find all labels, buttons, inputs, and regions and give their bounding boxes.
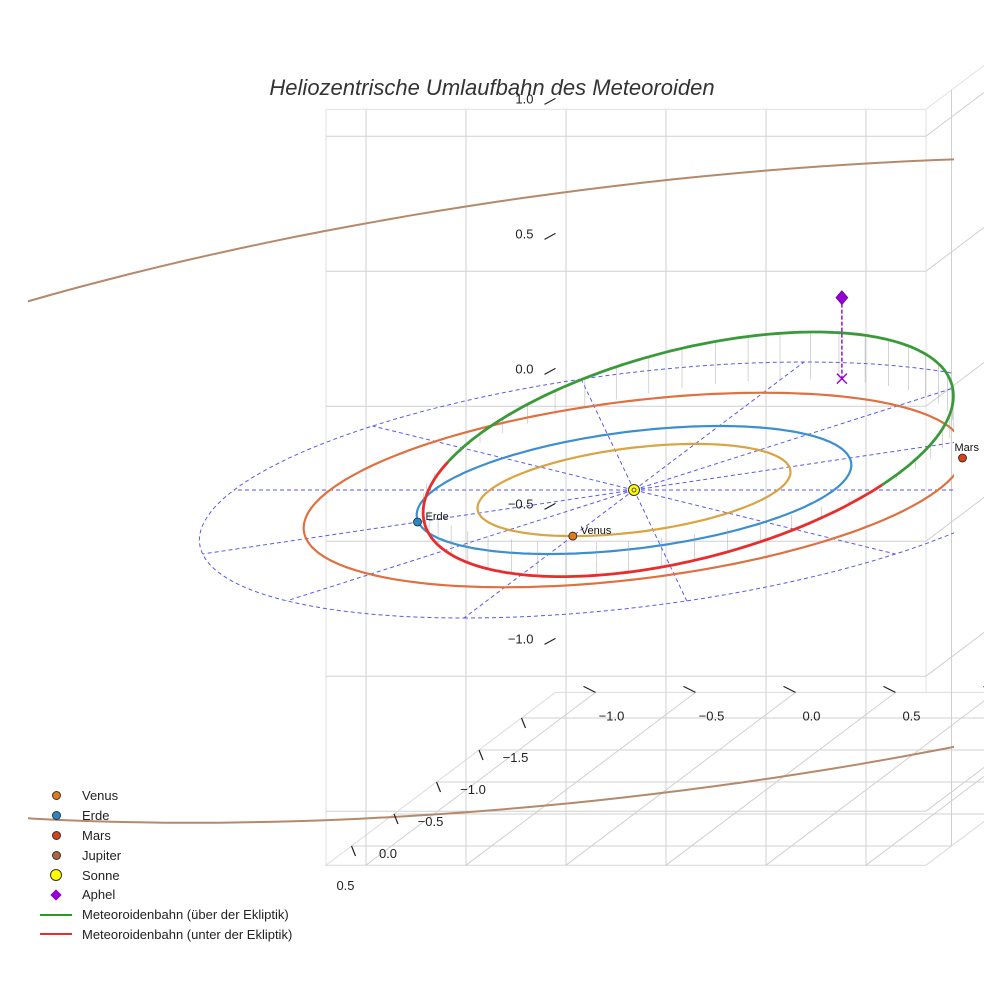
planet-label-venus: Venus (581, 525, 612, 537)
sun-marker (628, 484, 640, 496)
meteoroid-orbit (421, 330, 955, 578)
legend-label: Erde (82, 808, 110, 824)
grid-line (565, 692, 796, 866)
z-tick-mark (544, 502, 556, 510)
legend-item: Meteoroidenbahn (über der Ekliptik) (38, 905, 292, 925)
y-tick-mark (683, 685, 696, 693)
legend-label: Jupiter (82, 847, 122, 863)
x-tick-label: 0.0 (379, 846, 397, 861)
meteoroid-orbit-above (447, 330, 955, 487)
sun-core (631, 487, 637, 493)
grid-line (925, 631, 984, 677)
y-tick-label: 0.0 (802, 708, 820, 723)
z-tick-label: 0.5 (515, 226, 533, 241)
y-tick-mark (783, 685, 796, 693)
grid-line (925, 226, 984, 272)
legend-label: Aphel (82, 887, 116, 903)
planet-venus (568, 531, 578, 541)
legend-item: Mars (38, 826, 292, 846)
z-tick-label: −0.5 (508, 496, 534, 511)
grid-line (925, 496, 984, 542)
z-tick-mark (544, 637, 556, 645)
legend-label: Meteoroidenbahn (über der Ekliptik) (82, 907, 289, 923)
legend-marker (51, 811, 61, 821)
legend-symbol (38, 830, 74, 840)
y-tick-label: −0.5 (699, 708, 725, 723)
legend-item: Venus (38, 786, 292, 806)
z-tick-mark (544, 367, 556, 375)
legend-item: Sonne (38, 865, 292, 885)
z-tick-label: 1.0 (515, 91, 533, 106)
axis-ticks: −1.5−1.0−0.50.00.5−1.0−0.50.00.51.01.5−1… (336, 91, 984, 893)
orbit-mars (302, 391, 954, 589)
legend-marker (51, 830, 61, 840)
grid-line (925, 766, 984, 812)
legend-label: Meteoroidenbahn (unter der Ekliptik) (82, 926, 293, 942)
grid-line (925, 91, 984, 137)
aphel-marker (835, 290, 849, 306)
y-tick-mark (883, 685, 896, 693)
x-tick-mark (350, 845, 357, 857)
grid-line (365, 692, 596, 866)
x-tick-mark (393, 813, 399, 825)
x-tick-label: 0.5 (336, 878, 354, 893)
z-tick-mark (544, 97, 556, 105)
x-tick-label: −1.0 (460, 782, 486, 797)
grid-line (765, 700, 984, 866)
legend-marker (51, 791, 61, 801)
planet-mars (958, 453, 967, 463)
axis-panes (324, 64, 984, 867)
chart-title: Heliozentrische Umlaufbahn des Meteoroid… (269, 75, 714, 100)
orbit-venus (476, 442, 792, 538)
bodies: Venus Erde Mars (413, 290, 980, 541)
z-tick-label: 0.0 (515, 361, 533, 376)
grid-line (925, 361, 984, 407)
x-tick-label: −1.5 (503, 750, 529, 765)
legend-item: Aphel (38, 885, 292, 905)
planet-label-mars: Mars (955, 442, 980, 454)
legend-item: Meteoroidenbahn (unter der Ekliptik) (38, 925, 292, 945)
x-tick-mark (520, 717, 527, 729)
z-tick-label: −1.0 (508, 631, 534, 646)
z-tick-mark (544, 232, 556, 240)
grid-lines (326, 90, 984, 866)
planet-label-erde: Erde (426, 511, 449, 523)
legend-marker (50, 869, 62, 882)
floor-pane (324, 691, 984, 866)
legend-symbol (38, 913, 74, 916)
x-tick-mark (478, 749, 484, 761)
legend-symbol (38, 889, 74, 901)
meteoroid-orbit-below (537, 483, 883, 578)
legend-marker (51, 850, 61, 860)
legend-symbol (38, 933, 74, 936)
x-tick-mark (435, 781, 442, 793)
legend-label: Venus (82, 788, 119, 804)
legend-marker (40, 913, 72, 916)
legend-item: Jupiter (38, 845, 292, 865)
legend-marker (50, 889, 62, 901)
aphel-projection-cross (836, 373, 848, 385)
legend-symbol (38, 869, 74, 882)
legend-marker (40, 933, 72, 936)
y-tick-mark (583, 685, 596, 693)
legend-label: Sonne (82, 867, 120, 883)
x-tick-label: −0.5 (418, 814, 444, 829)
grid-line (465, 692, 696, 866)
meteoroid-orbit-below (421, 460, 538, 578)
legend-symbol (38, 791, 74, 801)
y-tick-label: 0.5 (902, 708, 920, 723)
legend: Venus Erde Mars Jupiter Sonne Aphel Meteoroide… (38, 786, 292, 944)
y-tick-label: −1.0 (599, 708, 625, 723)
legend-label: Mars (82, 827, 111, 843)
legend-symbol (38, 811, 74, 821)
legend-item: Erde (38, 806, 292, 826)
grid-line (665, 692, 896, 866)
legend-symbol (38, 850, 74, 860)
grid-line (865, 775, 984, 866)
planet-erde (413, 517, 422, 527)
